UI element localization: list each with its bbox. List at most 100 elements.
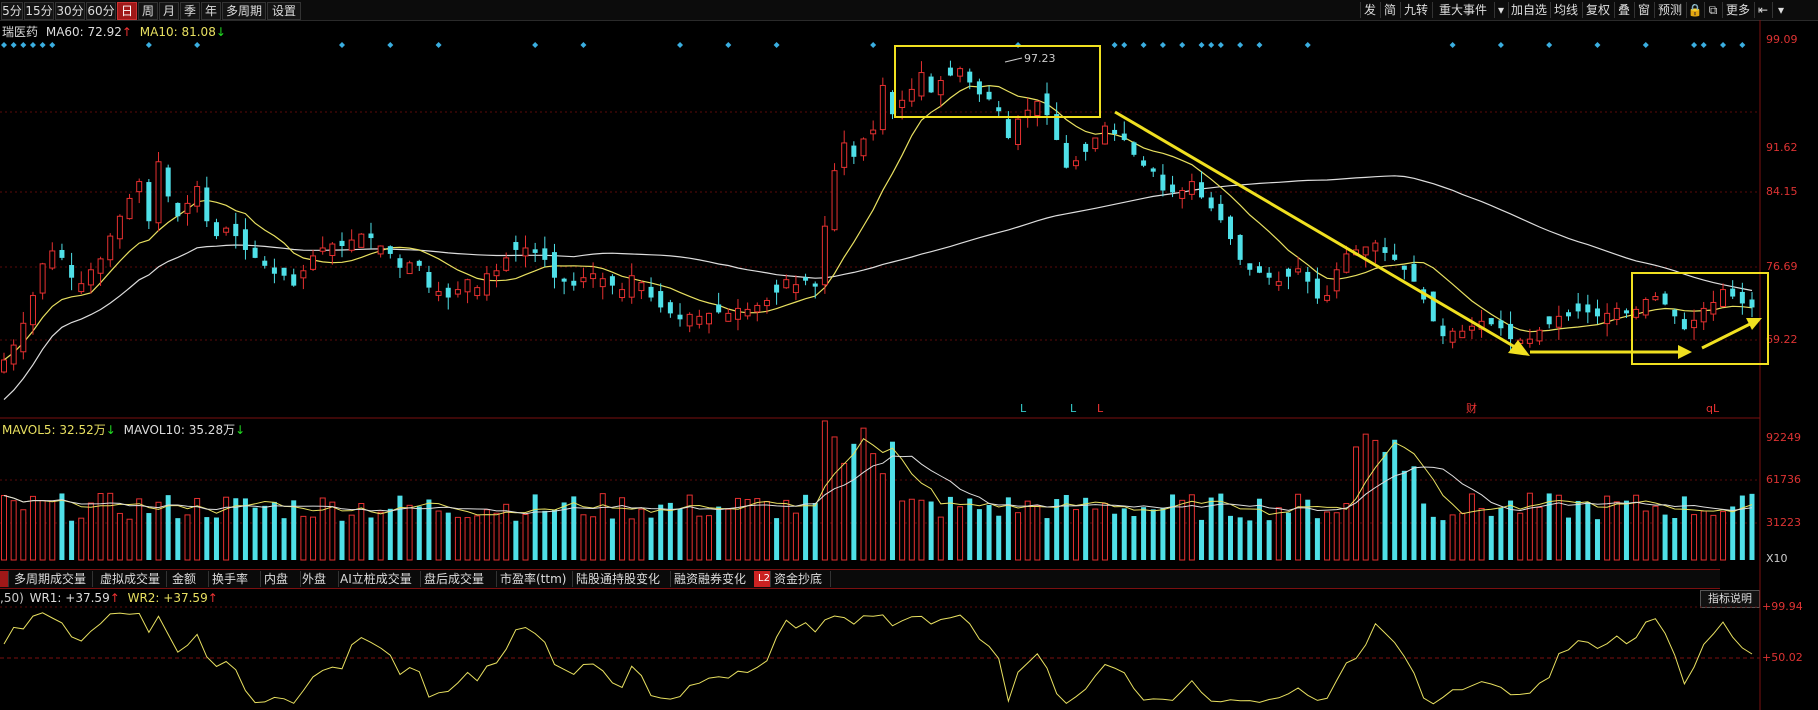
volume-bar: [1700, 510, 1707, 561]
btn-window[interactable]: 窗: [1634, 2, 1653, 18]
candle-body: [1237, 234, 1243, 260]
ma60-up-arrow-icon: ↑: [121, 25, 132, 39]
wr-params: ,50): [0, 591, 24, 605]
btn-forecast[interactable]: 预测: [1654, 2, 1685, 18]
tab-ai-volume[interactable]: AI立桩成交量: [336, 571, 421, 587]
candle-body: [1314, 278, 1320, 299]
volume-bar: [638, 508, 645, 561]
price-tick-label: 76.69: [1766, 260, 1798, 273]
price-tick-label: 84.15: [1766, 185, 1798, 198]
menu-dropdown-icon[interactable]: ▾: [1772, 2, 1789, 18]
tab-turnover[interactable]: 换手率: [208, 571, 261, 587]
volume-tick-label: 92249: [1766, 431, 1801, 444]
jump-start-icon[interactable]: ⇤: [1754, 2, 1771, 18]
timeframe-30min[interactable]: 30分: [55, 2, 85, 20]
signal-diamond: [773, 42, 780, 48]
volume-bar: [291, 500, 297, 560]
volume-bar: [1199, 519, 1205, 560]
volume-bar: [87, 502, 94, 561]
btn-more[interactable]: 更多: [1722, 2, 1753, 18]
btn-overlay[interactable]: 叠: [1614, 2, 1633, 18]
tab-after-hours-volume[interactable]: 盘后成交量: [420, 571, 497, 587]
volume-bar: [1382, 451, 1388, 560]
timeframe-multi[interactable]: 多周期: [222, 2, 266, 20]
signal-diamond: [1217, 42, 1224, 48]
tab-outer[interactable]: 外盘: [298, 571, 339, 587]
btn-adjust[interactable]: 复权: [1582, 2, 1613, 18]
signal-diamond: [1594, 42, 1601, 48]
settings-button[interactable]: 设置: [267, 2, 301, 20]
volume-bar: [339, 520, 345, 560]
tab-virtual-volume[interactable]: 虚拟成交量: [96, 571, 167, 587]
candle-body: [763, 299, 770, 307]
volume-bar: [1478, 507, 1485, 561]
volume-bar: [774, 518, 780, 560]
volume-bar: [619, 497, 626, 561]
candle-body: [803, 277, 809, 281]
btn-jiuzhuan[interactable]: 九转: [1400, 2, 1431, 18]
candle-body: [1681, 319, 1687, 330]
candle-body: [1121, 133, 1127, 140]
candle-body: [947, 67, 953, 76]
timeframe-week[interactable]: 周: [138, 2, 158, 20]
volume-bar: [889, 441, 895, 560]
volume-bar: [792, 512, 799, 561]
candle-body: [1333, 269, 1340, 292]
timeframe-5min[interactable]: 5分: [1, 2, 23, 20]
candle-body: [1430, 291, 1436, 322]
volume-bar: [1459, 512, 1466, 561]
volume-bar: [29, 495, 36, 561]
tab-fund-bottom[interactable]: 资金抄底: [770, 571, 831, 587]
wr2-up-arrow-icon: ↑: [207, 591, 218, 605]
candle-body: [1266, 272, 1272, 278]
event-marker: 财: [1466, 401, 1477, 415]
candle-body: [39, 263, 46, 294]
ma60-line: [3, 175, 1753, 401]
volume-bar: [445, 512, 451, 560]
tab-inner[interactable]: 内盘: [260, 571, 301, 587]
tab-multi-period-volume[interactable]: 多周期成交量: [10, 571, 93, 587]
tab-hk-connect-holding[interactable]: 陆股通持股变化: [572, 571, 671, 587]
btn-major-events[interactable]: 重大事件: [1432, 2, 1493, 18]
timeframe-day[interactable]: 日: [117, 2, 137, 20]
candle-body: [1150, 168, 1156, 172]
volume-bar: [116, 512, 123, 561]
candle-body: [899, 99, 906, 108]
volume-bar: [329, 501, 336, 561]
timeframe-15min[interactable]: 15分: [24, 2, 54, 20]
candle-body: [734, 307, 741, 320]
btn-jian[interactable]: 简: [1380, 2, 1399, 18]
candle-body: [1401, 265, 1407, 270]
candle-body: [658, 291, 664, 308]
lock-icon[interactable]: 🔒: [1686, 2, 1703, 18]
timeframe-quarter[interactable]: 季: [180, 2, 200, 20]
candle-body: [1218, 203, 1224, 221]
tab-amount[interactable]: 金额: [168, 571, 209, 587]
timeframe-year[interactable]: 年: [201, 2, 221, 20]
major-events-dropdown-icon[interactable]: ▾: [1494, 2, 1507, 18]
l2-badge: L2: [754, 571, 771, 587]
candle-body: [1555, 315, 1562, 328]
volume-bar: [184, 514, 191, 561]
volume-bar: [996, 515, 1002, 560]
ma10-down-arrow-icon: ↓: [215, 25, 226, 39]
candle-body: [1662, 293, 1668, 305]
signal-diamond: [580, 42, 587, 48]
volume-bar: [522, 513, 529, 561]
candle-body: [542, 248, 548, 260]
timeframe-60min[interactable]: 60分: [86, 2, 116, 20]
candle-body: [725, 312, 732, 322]
copy-icon[interactable]: ⧉: [1704, 2, 1721, 18]
candle-body: [1199, 182, 1205, 198]
volume-bar: [542, 510, 548, 560]
btn-fa[interactable]: 发: [1360, 2, 1379, 18]
btn-add-watchlist[interactable]: 加自选: [1508, 2, 1549, 18]
candle-body: [1526, 338, 1533, 344]
timeframe-month[interactable]: 月: [159, 2, 179, 20]
volume-bar: [937, 516, 944, 561]
tab-pe-ttm[interactable]: 市盈率(ttm): [496, 571, 573, 587]
volume-tick-label: 61736: [1766, 473, 1801, 486]
btn-ma[interactable]: 均线: [1550, 2, 1581, 18]
candle-body: [957, 68, 964, 77]
candle-body: [609, 276, 615, 286]
